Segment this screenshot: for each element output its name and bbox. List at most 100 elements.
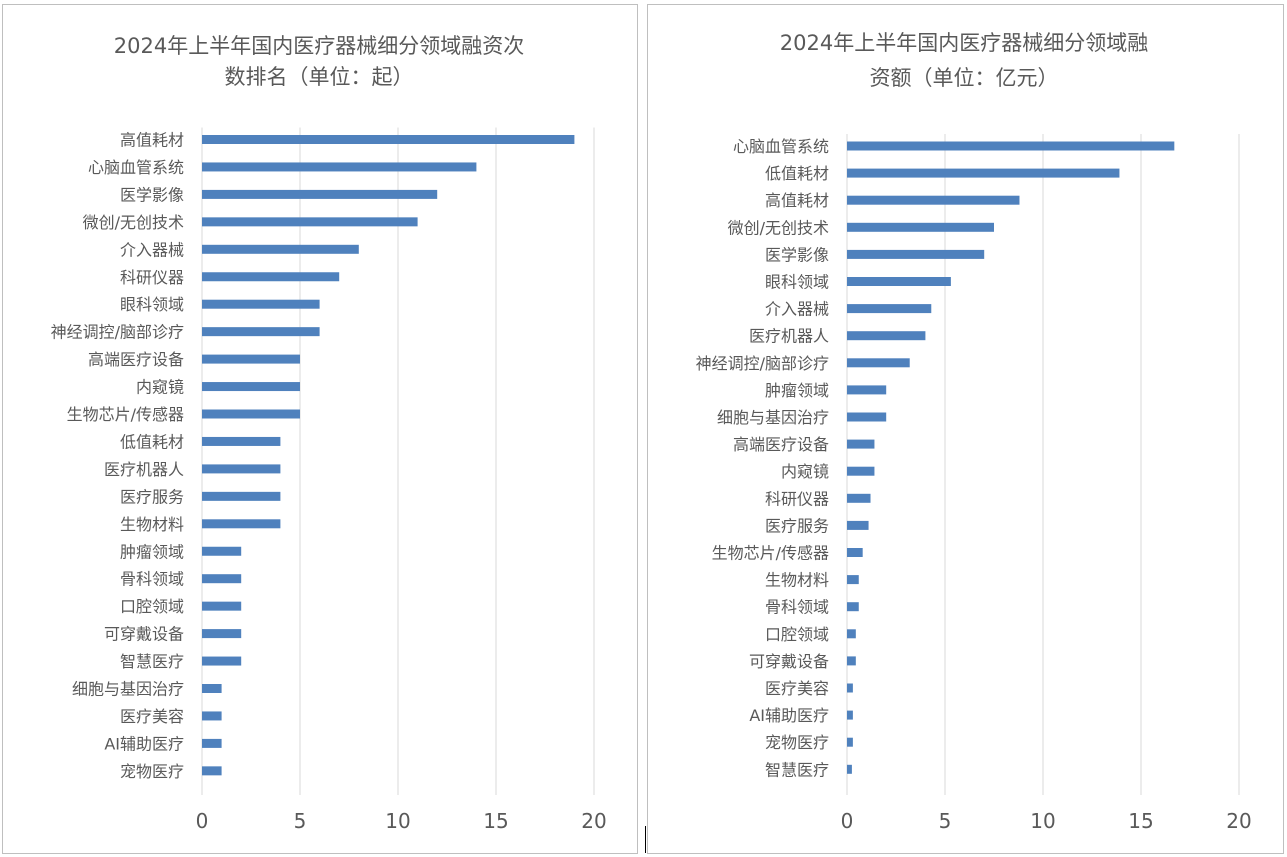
bar — [847, 493, 871, 503]
bar — [202, 684, 222, 693]
x-tick-label: 5 — [294, 809, 307, 833]
bar — [847, 548, 863, 557]
x-tick-label: 10 — [385, 809, 410, 833]
x-tick-label: 20 — [1226, 809, 1251, 833]
category-label: 医学影像 — [120, 185, 184, 204]
category-label: 心脑血管系统 — [88, 158, 184, 177]
category-label: 口腔领域 — [120, 597, 184, 616]
category-label: 生物芯片/传感器 — [712, 544, 829, 563]
bar — [847, 629, 856, 639]
category-label: 生物芯片/传感器 — [67, 405, 184, 424]
bar — [202, 217, 418, 227]
chart-panel-financing-count: 2024年上半年国内医疗器械细分领域融资次 数排名（单位：起） 0 5 10 15 20 高值… — [2, 4, 638, 854]
category-label: 高值耗材 — [120, 131, 184, 150]
bar — [202, 436, 281, 446]
bar — [847, 656, 856, 666]
category-label: 骨科领域 — [120, 570, 184, 589]
category-label: 高端医疗设备 — [733, 435, 829, 454]
chart-title-line: 2024年上半年国内医疗器械细分领域融 — [780, 31, 1148, 55]
category-label: 医学影像 — [765, 245, 829, 264]
category-label: 宠物医疗 — [120, 762, 184, 781]
bar — [202, 272, 340, 282]
bar — [202, 574, 242, 584]
bar — [202, 299, 320, 309]
bar — [847, 331, 926, 341]
category-label: 骨科领域 — [765, 598, 829, 617]
bar — [202, 409, 300, 419]
bar — [847, 439, 875, 449]
bar — [847, 412, 887, 422]
chart-panel-financing-amount: 2024年上半年国内医疗器械细分领域融 资额（单位：亿元） 0 5 10 15 20 心脑血管… — [647, 4, 1284, 854]
chart-title-line: 数排名（单位：起） — [225, 65, 414, 89]
category-label: 内窥镜 — [136, 378, 184, 397]
category-label: 眼科领域 — [120, 295, 184, 314]
bar — [202, 244, 359, 254]
category-label: 医疗美容 — [120, 707, 184, 726]
bar — [847, 195, 1020, 205]
bar — [202, 189, 438, 199]
chart-title-line: 资额（单位：亿元） — [870, 66, 1059, 90]
category-label: 医疗美容 — [765, 679, 829, 698]
x-tick-label: 20 — [581, 809, 606, 833]
x-tick-label: 15 — [483, 809, 508, 833]
bar — [202, 464, 281, 474]
category-label: 可穿戴设备 — [104, 625, 184, 644]
category-label: 微创/无创技术 — [728, 218, 829, 237]
chart-title-line: 2024年上半年国内医疗器械细分领域融资次 — [114, 34, 524, 58]
bar — [847, 602, 859, 612]
bar — [202, 491, 281, 501]
category-label: 介入器械 — [120, 240, 184, 259]
bar — [847, 520, 869, 530]
category-label: 医疗服务 — [120, 487, 184, 506]
category-label: 神经调控/脑部诊疗 — [696, 354, 829, 373]
category-label: 细胞与基因治疗 — [717, 408, 829, 427]
category-label: 生物材料 — [765, 571, 829, 590]
category-label: 心脑血管系统 — [733, 137, 829, 156]
category-label: 肿瘤领域 — [765, 381, 829, 400]
category-label: 细胞与基因治疗 — [72, 680, 184, 699]
category-label: 神经调控/脑部诊疗 — [51, 323, 184, 342]
category-label: AI辅助医疗 — [104, 734, 184, 753]
bar — [202, 711, 222, 721]
category-label: AI辅助医疗 — [749, 706, 829, 725]
bar — [847, 764, 852, 774]
bar — [202, 601, 242, 611]
category-label: 科研仪器 — [120, 268, 184, 287]
category-label: 口腔领域 — [765, 625, 829, 644]
bar — [847, 358, 910, 368]
category-label: 介入器械 — [765, 300, 829, 319]
category-label: 可穿戴设备 — [749, 652, 829, 671]
category-label: 医疗机器人 — [104, 460, 184, 479]
category-label: 低值耗材 — [120, 432, 184, 451]
category-label: 低值耗材 — [765, 164, 829, 183]
category-label: 内窥镜 — [781, 462, 829, 481]
bar — [847, 385, 887, 395]
category-label: 智慧医疗 — [765, 760, 829, 779]
bar — [847, 168, 1120, 178]
bar — [202, 546, 242, 556]
bar — [847, 575, 859, 585]
category-label: 高值耗材 — [765, 191, 829, 210]
category-label: 微创/无创技术 — [83, 213, 184, 232]
bar — [847, 141, 1175, 151]
x-tick-label: 0 — [196, 809, 209, 833]
category-label: 生物材料 — [120, 515, 184, 534]
text-cursor — [645, 826, 646, 853]
category-label: 眼科领域 — [765, 273, 829, 292]
category-label: 医疗服务 — [765, 516, 829, 535]
x-tick-label: 5 — [939, 809, 952, 833]
x-tick-label: 10 — [1030, 809, 1055, 833]
bar — [847, 249, 985, 259]
bar — [202, 327, 320, 337]
bar — [847, 710, 853, 720]
bar — [847, 466, 875, 476]
bar — [202, 382, 300, 392]
bar — [202, 766, 222, 776]
bar — [847, 737, 853, 747]
bar — [847, 683, 853, 693]
bar — [202, 354, 300, 364]
bar — [202, 162, 477, 172]
bar — [202, 656, 242, 666]
